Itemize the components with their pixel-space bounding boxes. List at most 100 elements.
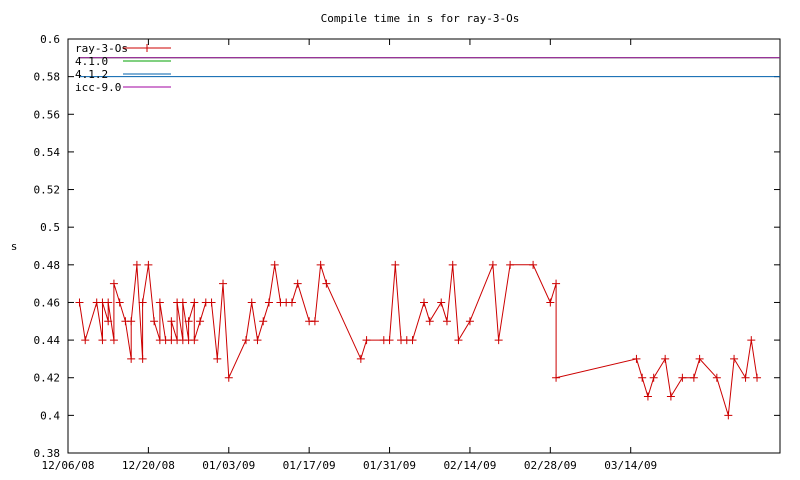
data-point bbox=[385, 336, 394, 345]
data-point bbox=[546, 298, 555, 307]
legend-marker bbox=[143, 44, 151, 52]
data-point bbox=[155, 298, 164, 307]
data-point bbox=[287, 298, 296, 307]
data-point bbox=[552, 373, 561, 382]
y-tick-label: 0.6 bbox=[40, 33, 60, 46]
data-point bbox=[190, 336, 199, 345]
data-point bbox=[196, 317, 205, 326]
data-point bbox=[689, 373, 698, 382]
data-point bbox=[247, 298, 256, 307]
data-point bbox=[104, 317, 113, 326]
y-tick-label: 0.54 bbox=[34, 146, 61, 159]
data-point bbox=[442, 317, 451, 326]
data-point bbox=[666, 392, 675, 401]
y-tick-label: 0.56 bbox=[34, 108, 61, 121]
data-point bbox=[356, 354, 365, 363]
data-point bbox=[150, 317, 159, 326]
data-point bbox=[293, 279, 302, 288]
plot-frame bbox=[67, 38, 781, 454]
data-point bbox=[213, 354, 222, 363]
data-point bbox=[448, 260, 457, 269]
y-tick-label: 0.5 bbox=[40, 221, 60, 234]
data-point bbox=[109, 336, 118, 345]
legend-label: 4.1.2 bbox=[75, 68, 108, 81]
data-point bbox=[408, 336, 417, 345]
data-point bbox=[661, 354, 670, 363]
data-point bbox=[488, 260, 497, 269]
x-tick-label: 03/14/09 bbox=[604, 459, 657, 472]
data-point bbox=[98, 336, 107, 345]
data-point bbox=[730, 354, 739, 363]
y-tick-label: 0.44 bbox=[34, 334, 61, 347]
y-tick-label: 0.42 bbox=[34, 372, 61, 385]
data-point bbox=[178, 298, 187, 307]
data-point bbox=[115, 298, 124, 307]
data-point bbox=[465, 317, 474, 326]
data-point bbox=[259, 317, 268, 326]
data-point bbox=[132, 260, 141, 269]
data-point bbox=[207, 298, 216, 307]
legend-label: ray-3-Os bbox=[75, 42, 128, 55]
data-point bbox=[529, 260, 538, 269]
data-point bbox=[552, 279, 561, 288]
x-axis-ticks: 12/06/08 12/20/08 01/03/09 01/17/09 01/31/09… bbox=[42, 39, 657, 472]
data-point bbox=[167, 317, 176, 326]
data-point bbox=[638, 373, 647, 382]
x-tick-label: 01/17/09 bbox=[283, 459, 336, 472]
data-point bbox=[109, 279, 118, 288]
data-point bbox=[184, 317, 193, 326]
legend-label: 4.1.0 bbox=[75, 55, 108, 68]
data-point bbox=[506, 260, 515, 269]
data-point bbox=[425, 317, 434, 326]
data-point bbox=[454, 336, 463, 345]
x-tick-label: 01/31/09 bbox=[363, 459, 416, 472]
data-point bbox=[138, 354, 147, 363]
y-axis-label: s bbox=[11, 240, 18, 253]
data-point bbox=[81, 336, 90, 345]
y-tick-label: 0.46 bbox=[34, 296, 61, 309]
y-axis-ticks: 0.38 0.4 0.42 0.44 0.46 0.48 0.5 0.52 0.54 0.56 0.… bbox=[34, 33, 780, 460]
data-point bbox=[144, 260, 153, 269]
data-point bbox=[420, 298, 428, 307]
x-tick-label: 12/20/08 bbox=[122, 459, 175, 472]
data-point bbox=[391, 260, 400, 269]
legend-label: icc-9.0 bbox=[75, 81, 121, 94]
x-tick-label: 12/06/08 bbox=[42, 459, 95, 472]
data-point bbox=[632, 354, 641, 363]
data-point bbox=[741, 373, 750, 382]
y-tick-label: 0.48 bbox=[34, 259, 61, 272]
data-point bbox=[362, 336, 371, 345]
data-point bbox=[270, 260, 279, 269]
series-layer bbox=[75, 57, 780, 420]
data-point bbox=[753, 373, 762, 382]
y-tick-label: 0.58 bbox=[34, 71, 61, 84]
data-point bbox=[724, 411, 733, 420]
data-point bbox=[437, 298, 446, 307]
x-tick-label: 02/14/09 bbox=[443, 459, 496, 472]
data-point bbox=[224, 373, 233, 382]
data-point bbox=[264, 298, 273, 307]
data-point bbox=[316, 260, 325, 269]
data-point bbox=[695, 354, 704, 363]
data-point bbox=[242, 336, 250, 345]
data-point bbox=[678, 373, 687, 382]
data-point bbox=[747, 336, 756, 345]
data-point bbox=[127, 317, 136, 326]
data-point bbox=[138, 298, 147, 307]
data-point bbox=[127, 354, 136, 363]
x-tick-label: 02/28/09 bbox=[524, 459, 577, 472]
data-point bbox=[322, 279, 331, 288]
data-point bbox=[190, 298, 199, 307]
data-point bbox=[649, 373, 658, 382]
y-tick-label: 0.38 bbox=[34, 447, 61, 460]
data-point bbox=[310, 317, 319, 326]
y-tick-label: 0.4 bbox=[40, 409, 60, 422]
data-point bbox=[104, 298, 113, 307]
data-point bbox=[643, 392, 652, 401]
data-point bbox=[253, 336, 262, 345]
data-point bbox=[219, 279, 228, 288]
y-tick-label: 0.52 bbox=[34, 184, 61, 197]
